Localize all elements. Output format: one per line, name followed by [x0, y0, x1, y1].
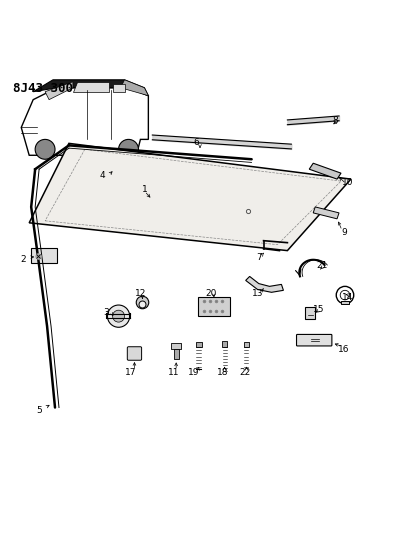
Text: 5: 5: [36, 406, 42, 415]
Text: 6: 6: [193, 138, 199, 147]
Text: 18: 18: [217, 368, 229, 377]
Text: 11: 11: [168, 368, 180, 377]
Polygon shape: [45, 82, 73, 100]
FancyBboxPatch shape: [127, 347, 142, 360]
Polygon shape: [246, 277, 284, 292]
Text: 20: 20: [205, 289, 216, 298]
Text: 17: 17: [125, 368, 136, 377]
Polygon shape: [33, 80, 148, 96]
Text: 9: 9: [341, 228, 347, 237]
Text: 14: 14: [342, 293, 354, 302]
Polygon shape: [29, 143, 351, 251]
Text: 16: 16: [338, 345, 350, 353]
Text: 8: 8: [332, 116, 338, 125]
Text: 8J43 300: 8J43 300: [13, 82, 73, 95]
Polygon shape: [120, 80, 148, 96]
Text: 19: 19: [188, 368, 200, 377]
Circle shape: [35, 140, 55, 159]
Polygon shape: [73, 82, 109, 92]
Text: 3: 3: [104, 309, 110, 318]
Polygon shape: [313, 207, 339, 219]
Circle shape: [113, 310, 124, 322]
Circle shape: [118, 140, 138, 159]
FancyBboxPatch shape: [296, 334, 332, 346]
FancyBboxPatch shape: [198, 297, 230, 316]
Polygon shape: [309, 163, 341, 179]
Text: 15: 15: [314, 305, 325, 314]
Text: 1: 1: [142, 184, 147, 193]
Polygon shape: [113, 84, 124, 92]
Text: 22: 22: [239, 368, 250, 377]
Text: 12: 12: [135, 289, 146, 298]
Text: 2: 2: [20, 255, 26, 264]
Text: 10: 10: [342, 178, 354, 187]
Text: 21: 21: [317, 261, 328, 270]
FancyBboxPatch shape: [31, 248, 57, 263]
Text: 4: 4: [100, 172, 106, 181]
Circle shape: [108, 305, 130, 327]
Text: 7: 7: [256, 253, 262, 262]
FancyBboxPatch shape: [305, 307, 315, 319]
Text: 13: 13: [252, 289, 263, 298]
